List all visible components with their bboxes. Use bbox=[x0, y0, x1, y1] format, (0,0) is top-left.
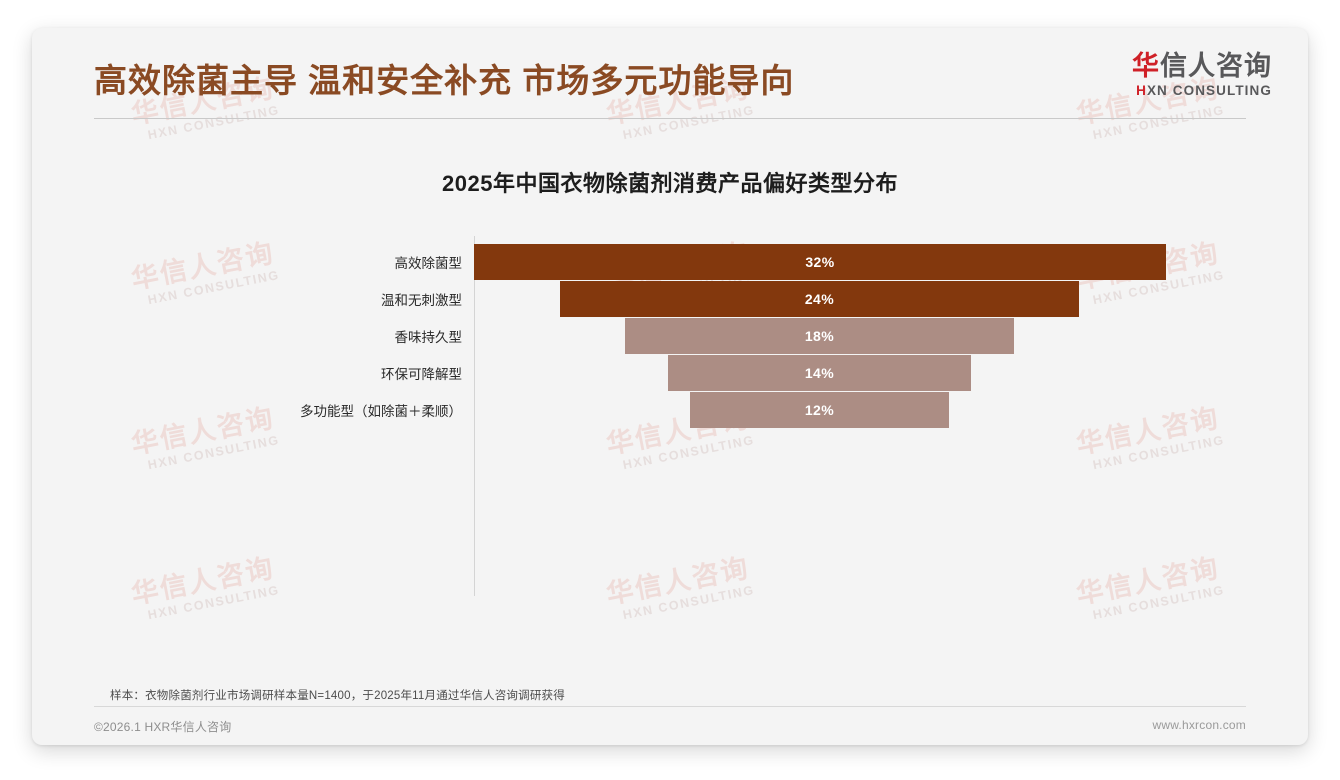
bar-row: 环保可降解型 14% bbox=[110, 355, 1230, 391]
title-divider bbox=[94, 118, 1246, 119]
bar-row: 高效除菌型 32% bbox=[110, 244, 1230, 280]
logo-english-rest: XN CONSULTING bbox=[1146, 83, 1272, 99]
chart-plot-area: 高效除菌型 32% 温和无刺激型 24% 香味持久型 18% 环保可降解型 14% 多功能型（如… bbox=[110, 236, 1230, 596]
slide-header: 高效除菌主导 温和安全补充 市场多元功能导向 华信人咨询 HXN CONSULT… bbox=[32, 28, 1308, 124]
bar: 14% bbox=[668, 355, 971, 391]
category-axis-line bbox=[474, 236, 475, 596]
bar-row: 多功能型（如除菌＋柔顺） 12% bbox=[110, 392, 1230, 428]
source-footnote: 样本：衣物除菌剂行业市场调研样本量N=1400，于2025年11月通过华信人咨询… bbox=[110, 690, 565, 702]
bar-row: 香味持久型 18% bbox=[110, 318, 1230, 354]
slide-card: 华信人咨询 HXN CONSULTING 华信人咨询 HXN CONSULTING 华信… bbox=[32, 28, 1308, 745]
logo-chinese: 华信人咨询 bbox=[1132, 52, 1272, 80]
bar-value-label: 18% bbox=[804, 328, 835, 344]
website-text: www.hxrcon.com bbox=[1152, 718, 1246, 732]
bar: 12% bbox=[690, 392, 949, 428]
bar-value-label: 14% bbox=[804, 365, 835, 381]
logo-chinese-rest: 信人咨询 bbox=[1160, 51, 1272, 81]
logo-chinese-accent: 华 bbox=[1132, 51, 1160, 81]
bar-row: 温和无刺激型 24% bbox=[110, 281, 1230, 317]
category-label: 环保可降解型 bbox=[381, 367, 462, 382]
bar-rows: 高效除菌型 32% 温和无刺激型 24% 香味持久型 18% 环保可降解型 14% 多功能型（如… bbox=[110, 244, 1230, 429]
brand-logo: 华信人咨询 HXN CONSULTING bbox=[1132, 52, 1272, 99]
bar-value-label: 32% bbox=[805, 254, 835, 270]
page-title: 高效除菌主导 温和安全补充 市场多元功能导向 bbox=[94, 62, 795, 99]
logo-english: HXN CONSULTING bbox=[1132, 83, 1272, 98]
bar: 24% bbox=[560, 281, 1079, 317]
bar-value-label: 24% bbox=[804, 291, 835, 307]
footer-divider bbox=[94, 706, 1246, 707]
category-label: 香味持久型 bbox=[394, 330, 463, 345]
chart-container: 2025年中国衣物除菌剂消费产品偏好类型分布 高效除菌型 32% 温和无刺激型 24%… bbox=[32, 124, 1308, 596]
bar: 18% bbox=[625, 318, 1014, 354]
bar-value-label: 12% bbox=[804, 402, 835, 418]
category-label: 温和无刺激型 bbox=[381, 293, 462, 308]
chart-title: 2025年中国衣物除菌剂消费产品偏好类型分布 bbox=[442, 171, 898, 196]
category-label: 高效除菌型 bbox=[394, 256, 463, 271]
copyright-text: ©2026.1 HXR华信人咨询 bbox=[94, 720, 232, 734]
logo-english-accent: H bbox=[1136, 83, 1147, 99]
category-label: 多功能型（如除菌＋柔顺） bbox=[300, 404, 462, 419]
bar: 32% bbox=[474, 244, 1166, 280]
